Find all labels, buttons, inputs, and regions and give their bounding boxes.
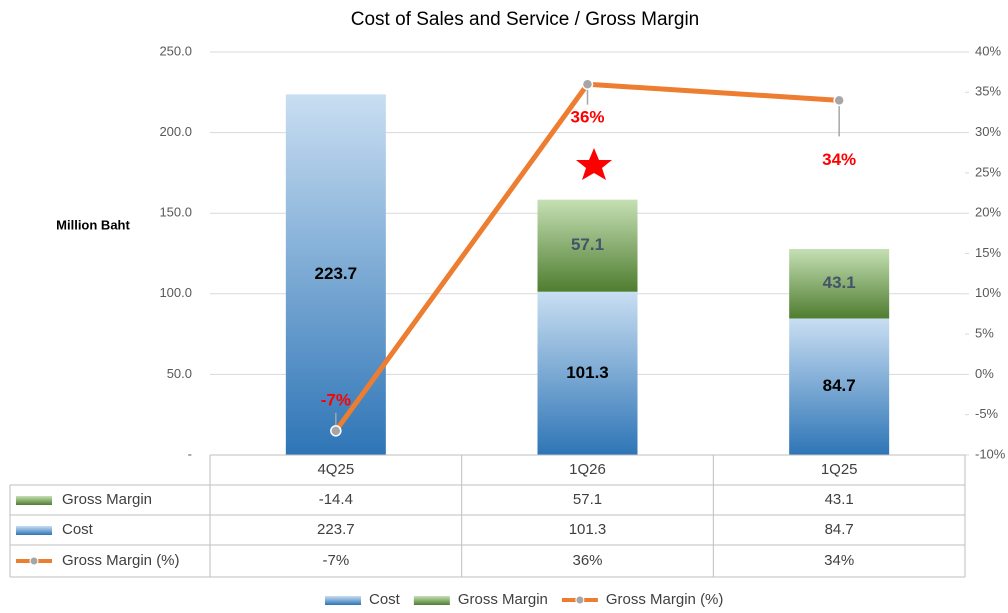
table-cell: 84.7 xyxy=(825,521,854,538)
y2-tick-label: -5% xyxy=(975,406,999,421)
bar xyxy=(537,199,638,292)
bar-value-label: 223.7 xyxy=(315,264,358,283)
legend-key xyxy=(325,596,361,605)
legend-key xyxy=(413,596,450,605)
y2-tick-label: 15% xyxy=(975,245,1001,260)
y-tick-label: - xyxy=(188,446,192,461)
bar xyxy=(537,291,638,455)
bar xyxy=(789,318,890,455)
y2-tick-label: 0% xyxy=(975,366,994,381)
line-point xyxy=(833,94,845,107)
x-tick-label: 1Q25 xyxy=(821,461,858,478)
y-tick-label: 250.0 xyxy=(159,43,192,58)
bar xyxy=(285,94,386,455)
table-cell: 101.3 xyxy=(569,521,607,538)
table-cell: 43.1 xyxy=(825,491,854,508)
y-tick-label: 200.0 xyxy=(159,124,192,139)
y2-tick-label: 5% xyxy=(975,326,994,341)
table-cell: -7% xyxy=(322,552,349,569)
y2-tick-label: 10% xyxy=(975,285,1001,300)
y-tick-label: 100.0 xyxy=(159,285,192,300)
y2-tick-label: 30% xyxy=(975,124,1001,139)
bar-value-label: 84.7 xyxy=(823,376,856,395)
y2-tick-label: 20% xyxy=(975,205,1001,220)
bar-value-label: 57.1 xyxy=(571,235,604,254)
table-legend-key xyxy=(16,496,52,505)
bar-value-label: 43.1 xyxy=(823,273,856,292)
y2-tick-label: 40% xyxy=(975,43,1001,58)
table-cell: 36% xyxy=(572,552,602,569)
legend-label: Gross Margin (%) xyxy=(606,591,724,608)
table-row-label: Cost xyxy=(62,521,94,538)
table-cell: 223.7 xyxy=(317,521,355,538)
x-tick-label: 4Q25 xyxy=(317,461,354,478)
x-tick-label: 1Q26 xyxy=(569,461,606,478)
line-point xyxy=(330,425,342,437)
line-value-label: -7% xyxy=(321,390,351,409)
y-axis-label: Million Baht xyxy=(56,217,130,232)
bar xyxy=(789,248,890,319)
y-tick-label: 150.0 xyxy=(159,205,192,220)
table-legend-key xyxy=(29,556,39,566)
chart-title: Cost of Sales and Service / Gross Margin xyxy=(351,9,699,30)
table-row-label: Gross Margin (%) xyxy=(62,552,180,569)
y2-tick-label: 25% xyxy=(975,164,1001,179)
table-legend-key xyxy=(16,526,52,535)
y-tick-label: 50.0 xyxy=(167,366,192,381)
y2-tick-label: -10% xyxy=(975,446,1006,461)
line-point xyxy=(581,78,594,90)
y2-tick-label: 35% xyxy=(975,84,1001,99)
line-value-label: 34% xyxy=(822,150,856,169)
legend-key xyxy=(575,595,585,605)
star-icon xyxy=(576,148,612,180)
table-cell: 57.1 xyxy=(573,491,602,508)
line-value-label: 36% xyxy=(570,108,604,127)
table-cell: 34% xyxy=(824,552,854,569)
plot-area xyxy=(285,94,890,455)
table-row-label: Gross Margin xyxy=(62,491,152,508)
bar-value-label: 101.3 xyxy=(566,363,609,382)
legend-label: Cost xyxy=(369,591,401,608)
table-cell: -14.4 xyxy=(319,491,353,508)
legend-label: Gross Margin xyxy=(458,591,548,608)
